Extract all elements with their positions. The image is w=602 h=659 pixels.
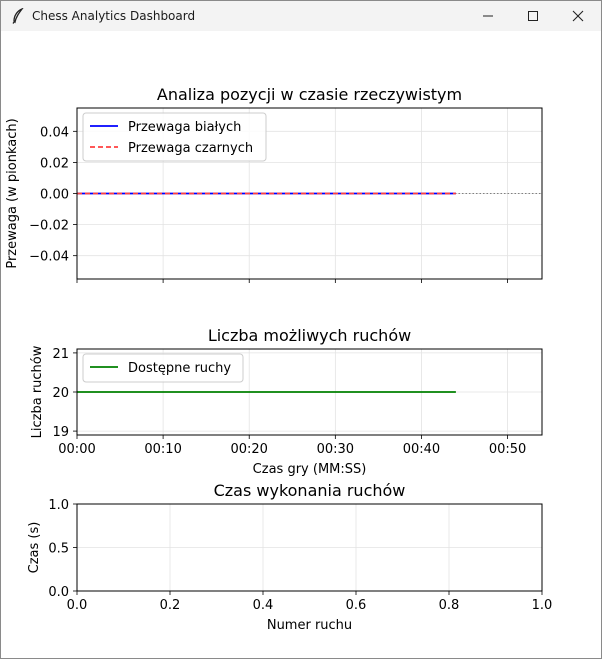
legend-box [82,112,267,162]
chart-1 [73,348,543,439]
y-tick-label: 19 [52,425,69,440]
x-axis-label: Numer ruchu [267,618,352,633]
chart-title: Czas wykonania ruchów [214,481,406,500]
x-tick-label: 00:00 [58,442,95,457]
minimize-icon [483,15,493,17]
x-tick-label: 00:20 [230,442,267,457]
maximize-icon [528,11,538,21]
x-tick-label: 0.4 [253,598,274,613]
y-tick-label: 0.04 [40,125,69,140]
legend-box [82,353,244,383]
title-bar[interactable]: Chess Analytics Dashboard [1,1,601,31]
y-axis-label: Liczba ruchów [30,345,45,438]
y-tick-label: −0.02 [29,219,69,234]
legend-label: Przewaga białych [128,120,241,135]
chart-title: Liczba możliwych ruchów [208,326,411,345]
y-tick-label: 1.0 [48,498,69,513]
close-button[interactable] [555,1,601,31]
maximize-button[interactable] [510,1,556,31]
y-tick-label: 0.0 [48,585,69,600]
chart-title: Analiza pozycji w czasie rzeczywistym [157,85,462,104]
y-tick-label: 0.00 [40,188,69,203]
x-tick-label: 00:30 [317,442,354,457]
minimize-button[interactable] [465,1,511,31]
x-axis-label: Czas gry (MM:SS) [253,462,367,477]
close-icon [572,10,584,22]
charts-figure: −0.04 −0.02 0.00 0.02 0.04 Analiza pozycji w … [5,85,553,633]
y-tick-label: 20 [52,386,69,401]
chart-0 [73,107,543,283]
y-axis-label: Czas (s) [27,522,42,574]
matplotlib-canvas[interactable]: −0.04 −0.02 0.00 0.02 0.04 Analiza pozycji w … [1,31,601,658]
y-tick-label: 0.5 [48,542,69,557]
x-tick-label: 0.2 [160,598,181,613]
x-tick-label: 00:40 [403,442,440,457]
x-tick-label: 0.8 [439,598,460,613]
x-tick-label: 0.6 [346,598,367,613]
feather-icon [11,7,25,24]
chart-2 [73,503,543,595]
x-tick-label: 1.0 [532,598,553,613]
y-tick-label: 0.02 [40,156,69,171]
x-tick-label: 0.0 [67,598,88,613]
window-title: Chess Analytics Dashboard [32,9,196,23]
legend-label: Dostępne ruchy [128,361,231,376]
x-tick-label: 00:50 [489,442,526,457]
y-tick-label: 21 [52,347,69,362]
legend-label: Przewaga czarnych [128,141,253,156]
x-tick-label: 00:10 [144,442,181,457]
y-tick-label: −0.04 [29,250,69,265]
y-axis-label: Przewaga (w pionkach) [5,118,20,268]
